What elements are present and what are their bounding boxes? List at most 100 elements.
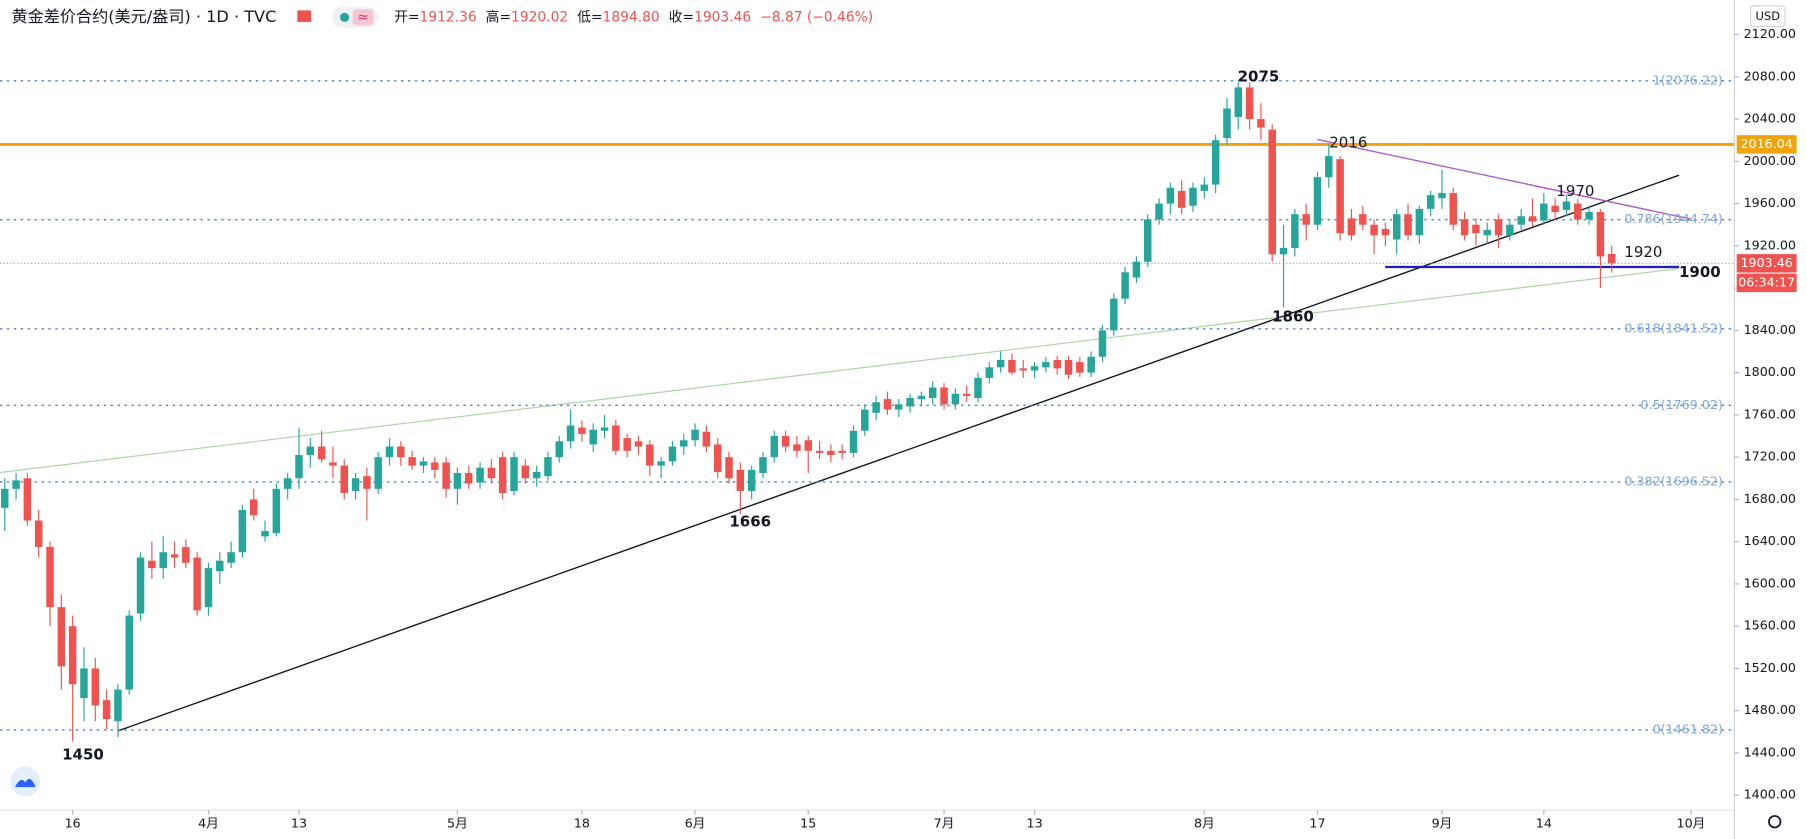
annotation: 1450 (62, 745, 104, 763)
candle-body (204, 568, 213, 608)
candle-body (68, 626, 77, 685)
candle-body (1166, 187, 1175, 204)
candle-body (1143, 219, 1152, 262)
countdown: 06:34:17 (1738, 274, 1795, 289)
candle-body (1313, 177, 1322, 225)
candle-body (1189, 187, 1197, 206)
candle-body (1483, 230, 1491, 236)
candle-body (747, 469, 756, 491)
fib-label: 0.618(1841.52) (1624, 320, 1722, 335)
candle-body (1177, 190, 1186, 208)
flag-icon (297, 10, 312, 22)
annotation: 2075 (1238, 68, 1280, 86)
candle-body (770, 436, 779, 458)
y-tick-label: 2120.00 (1744, 26, 1796, 41)
value: 1912.36 (420, 9, 477, 25)
candle-body (1562, 201, 1571, 210)
candle-body (431, 462, 439, 470)
candle-body (872, 402, 880, 413)
trend-line (0, 267, 1680, 474)
y-tick-label: 1600.00 (1744, 575, 1796, 590)
candle-body (1155, 203, 1163, 220)
candle-body (1347, 218, 1356, 236)
candle-body (1234, 87, 1243, 117)
candle-body (1404, 214, 1412, 236)
annotation: 1666 (729, 513, 771, 531)
candle-body (1574, 203, 1582, 220)
y-tick-label: 1720.00 (1744, 449, 1796, 464)
candle-body (827, 450, 835, 456)
candle-body (532, 471, 541, 479)
candle-body (1121, 272, 1129, 299)
candle-body (793, 444, 801, 451)
y-tick-label: 1800.00 (1744, 364, 1796, 379)
candle-body (1460, 219, 1469, 236)
symbol: 黄金差价合约(美元/盎司) · 1D · TVC (12, 7, 277, 26)
y-tick-label: 1960.00 (1744, 195, 1796, 210)
candle-body (1325, 156, 1333, 178)
candle-body (1132, 261, 1141, 278)
status-dot (339, 12, 350, 22)
settings-icon[interactable] (1768, 815, 1782, 829)
candle-body (114, 689, 122, 722)
candle-body (544, 457, 552, 477)
candle-body (1528, 216, 1537, 222)
candle-body (272, 488, 281, 534)
candle-body (589, 429, 597, 445)
candle-body (623, 438, 631, 451)
candle-body (476, 467, 484, 483)
candle-body (759, 457, 767, 473)
logo-cloud (14, 778, 36, 788)
candle-body (612, 425, 620, 451)
candle-body (363, 476, 371, 489)
candle-body (1449, 193, 1458, 225)
candle-body (1596, 212, 1605, 257)
logo[interactable] (10, 766, 41, 797)
candle-body (227, 552, 235, 563)
candle-body (1030, 366, 1039, 371)
candle-body (646, 444, 654, 466)
candle-body (1087, 356, 1095, 373)
fib-label: 0.5(1769.02) (1641, 397, 1723, 412)
candle-body (340, 465, 348, 494)
candle-body (317, 446, 326, 460)
candle-body (182, 546, 190, 563)
candle-body (510, 457, 518, 491)
candle-body (895, 404, 903, 410)
candle-body (1064, 359, 1073, 375)
candle-body (781, 436, 790, 447)
candle-body (261, 531, 269, 537)
ohlc-header: 开=1912.36 高=1920.02 低=1894.80 收=1903.46 … (394, 8, 873, 25)
candle-body (1540, 203, 1548, 221)
currency-button[interactable] (1749, 5, 1786, 28)
candle-body (1370, 224, 1378, 236)
x-tick-label: 7月 (934, 816, 955, 831)
y-tick-label: 1560.00 (1744, 618, 1796, 633)
candle-body (736, 469, 745, 491)
candle-body (159, 552, 167, 569)
candle-body (170, 554, 179, 558)
x-tick-label: 15 (800, 816, 816, 831)
candle-body (849, 430, 858, 453)
candle-body (668, 446, 677, 462)
candle-body (804, 440, 812, 451)
label: 低= (577, 9, 602, 25)
fib-label: 0.786(1944.74) (1624, 211, 1722, 226)
candle-body (702, 431, 711, 447)
candle-body (464, 472, 473, 484)
x-tick-label: 13 (1027, 816, 1043, 831)
candle-body (1381, 228, 1390, 236)
candle-body (634, 441, 643, 447)
y-tick-label: 2040.00 (1744, 111, 1796, 126)
candle-body (1076, 362, 1084, 373)
candle-body (216, 560, 224, 572)
candle-body (1211, 140, 1220, 185)
candle-body (249, 499, 258, 516)
candle-body (906, 397, 914, 407)
candle-body (329, 462, 337, 466)
candle-body (928, 387, 937, 398)
candle-body (861, 409, 869, 431)
candle-body (725, 457, 733, 479)
candle-body (238, 509, 247, 553)
candle-body (1110, 298, 1118, 331)
